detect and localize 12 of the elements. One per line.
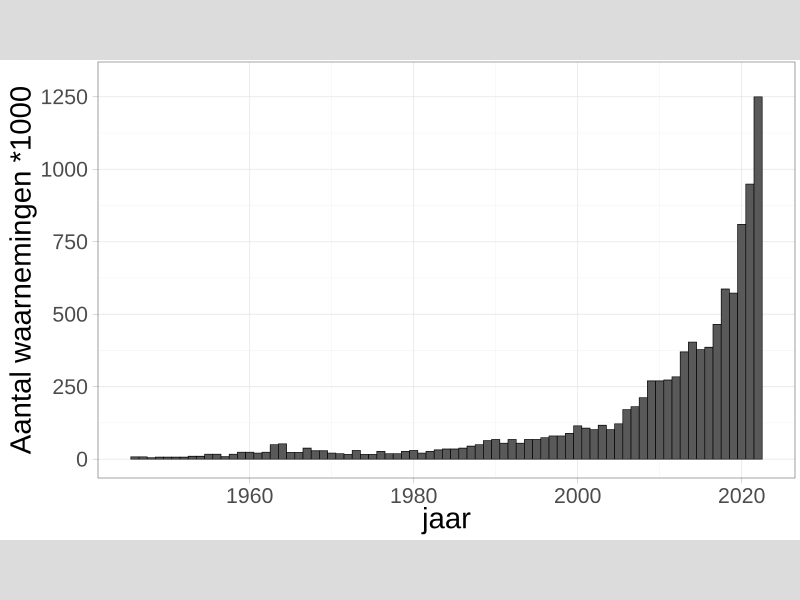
y-axis-title: Aantal waarnemingen *1000: [9, 86, 37, 454]
y-tick-label: 500: [53, 306, 88, 322]
y-tick-label: 0: [76, 452, 88, 467]
x-tick-label: 2020: [719, 488, 765, 504]
x-tick-label: 1980: [392, 488, 437, 504]
x-tick-label: 2000: [555, 488, 601, 504]
y-tick-label: 250: [53, 379, 88, 394]
y-tick-label: 750: [53, 234, 88, 250]
y-tick-label: 1000: [42, 162, 88, 177]
x-axis-title: jaar: [421, 506, 470, 534]
x-tick-label: 1960: [228, 488, 273, 504]
y-tick-label: 1250: [42, 89, 88, 104]
